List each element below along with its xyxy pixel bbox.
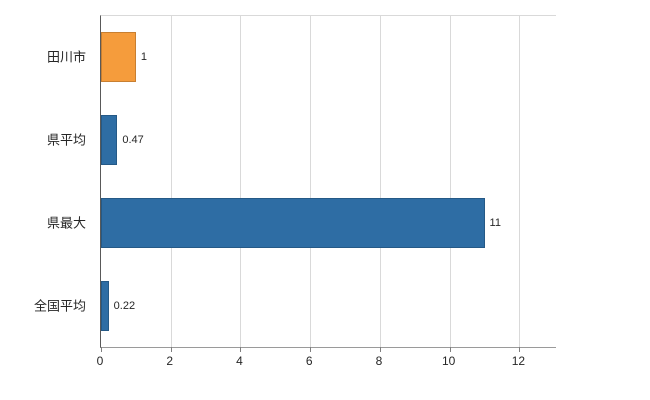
bar [101, 280, 109, 331]
y-axis-category-labels: 田川市県平均県最大全国平均 [0, 15, 92, 348]
x-tick-label: 4 [236, 354, 243, 368]
x-tick-label: 0 [96, 354, 104, 368]
x-axis-tick-labels: 0 2 4 6 8 10 12 [96, 354, 556, 374]
x-tick-label: 2 [166, 354, 174, 368]
x-axis-tick [379, 347, 381, 352]
grid-line [240, 16, 242, 347]
category-label: 田川市 [46, 49, 86, 65]
bar [101, 32, 136, 83]
bar-value-label: 1 [140, 51, 147, 64]
bar-value-label: 0.22 [113, 299, 136, 312]
x-tick-label: 12 [511, 354, 526, 368]
x-tick-label: 6 [305, 354, 313, 368]
grid-line [170, 16, 172, 347]
plot-area: 1 0.47 11 0.22 [100, 15, 556, 352]
x-tick-label: 8 [375, 354, 383, 368]
category-label: 県平均 [46, 132, 86, 148]
bar-value-label: 0.47 [122, 134, 144, 147]
bar [101, 197, 485, 248]
x-axis-tick [101, 347, 102, 352]
category-label: 全国平均 [33, 298, 86, 314]
grid-line [449, 16, 451, 347]
bar [101, 115, 118, 166]
x-axis-tick [240, 347, 242, 352]
x-axis-tick [310, 347, 312, 352]
x-tick-label: 10 [441, 354, 456, 368]
x-axis-tick [519, 347, 521, 352]
bar-value-label: 11 [489, 216, 501, 229]
grid-line [310, 16, 312, 347]
grid-line [519, 16, 521, 347]
x-axis-tick [170, 347, 172, 352]
grid-line [379, 16, 381, 347]
x-axis-tick [449, 347, 451, 352]
category-label: 県最大 [46, 215, 86, 231]
